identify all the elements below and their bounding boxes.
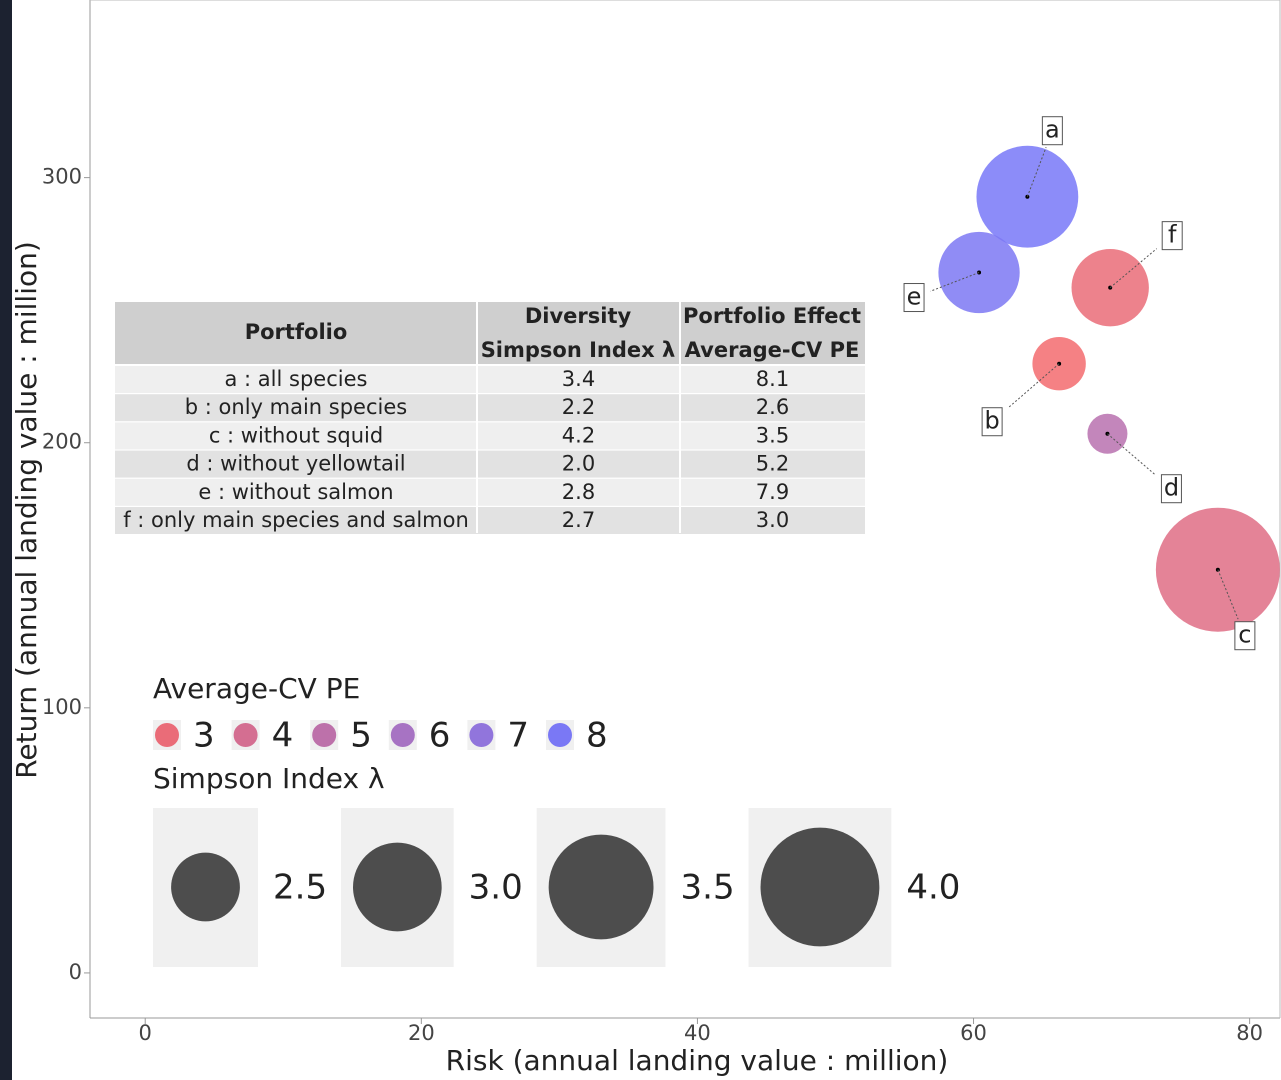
legend-label: 4 [272, 716, 294, 756]
legend-label: 6 [429, 716, 451, 756]
y-tick-label: 0 [69, 960, 82, 984]
table-cell: f : only main species and salmon [123, 508, 469, 532]
table-cell: 2.8 [562, 480, 595, 504]
table-header: Simpson Index λ [481, 338, 676, 362]
point-label: c [1238, 621, 1251, 649]
table-header-bg [115, 302, 865, 364]
table-cell: e : without salmon [198, 480, 393, 504]
table-header: Average-CV PE [685, 338, 860, 362]
leader-line [1107, 433, 1156, 476]
legend-label: 5 [350, 716, 372, 756]
leader-line [1008, 363, 1060, 408]
point-label: b [985, 407, 1000, 435]
leader-line [1026, 147, 1047, 197]
x-tick-label: 80 [1236, 1021, 1263, 1045]
x-tick-label: 20 [408, 1021, 435, 1045]
table-row-bg [115, 366, 865, 393]
legend-key [312, 723, 337, 747]
legend-key [760, 827, 880, 947]
point-label: e [907, 283, 922, 311]
y-tick-label: 100 [42, 695, 82, 719]
legend-label: 3.5 [681, 868, 735, 908]
legend-key [548, 834, 654, 940]
table-cell: d : without yellowtail [186, 452, 405, 476]
table-cell: 8.1 [756, 367, 789, 391]
table-cell: 3.4 [562, 367, 595, 391]
legend-label: 8 [586, 716, 608, 756]
point-label-box [903, 283, 925, 313]
point-label-box [1161, 221, 1183, 251]
x-tick-label: 40 [684, 1021, 711, 1045]
legend-title: Simpson Index λ [153, 762, 385, 795]
table-cell: 7.9 [756, 480, 789, 504]
table-header: Portfolio [245, 320, 348, 344]
table-cell: 3.5 [756, 423, 789, 447]
legend-key [155, 723, 179, 747]
table-row-bg [115, 450, 865, 478]
table-header: Portfolio Effect [683, 304, 861, 328]
point-label-box [981, 407, 1003, 437]
table-row-bg [115, 507, 865, 534]
table-cell: 2.2 [562, 395, 595, 419]
table-row-bg [115, 478, 865, 506]
point-label-box [1160, 474, 1182, 504]
table-header: Diversity [525, 304, 632, 328]
x-tick-label: 0 [139, 1021, 152, 1045]
point-label-box [1234, 621, 1256, 651]
legend-label: 4.0 [906, 868, 960, 908]
table-cell: 4.2 [562, 423, 595, 447]
legend-key [171, 852, 240, 922]
x-tick-label: 60 [960, 1021, 987, 1045]
table-cell: 5.2 [756, 452, 789, 476]
table-row-bg [115, 422, 865, 450]
table-cell: c : without squid [209, 423, 383, 447]
legend-key [548, 723, 572, 747]
table-cell: a : all species [225, 367, 368, 391]
y-tick-label: 200 [42, 430, 82, 454]
legend-label: 3 [193, 716, 215, 756]
point-label: d [1164, 474, 1179, 502]
y-tick-label: 300 [42, 165, 82, 189]
legend-key [390, 723, 415, 747]
table-row-bg [115, 394, 865, 422]
y-axis-title: Return (annual landing value : million) [10, 241, 43, 779]
table-cell: 2.7 [562, 508, 595, 532]
legend-key [353, 842, 442, 932]
x-axis-title: Risk (annual landing value : million) [446, 1044, 949, 1077]
point-label: a [1045, 116, 1060, 144]
legend-label: 3.0 [469, 868, 523, 908]
legend-label: 2.5 [273, 868, 327, 908]
table-cell: 2.0 [562, 452, 595, 476]
point-label-box [1041, 116, 1063, 146]
table-cell: 3.0 [756, 508, 789, 532]
legend-key [469, 723, 494, 747]
leader-line [930, 272, 980, 292]
point-label: f [1168, 221, 1177, 249]
legend-label: 7 [507, 716, 529, 756]
background-strip [0, 0, 12, 1080]
legend-title: Average-CV PE [153, 672, 360, 705]
leader-line [1217, 569, 1239, 620]
legend-key [233, 723, 258, 747]
table-cell: 2.6 [756, 395, 789, 419]
table-cell: b : only main species [185, 395, 407, 419]
